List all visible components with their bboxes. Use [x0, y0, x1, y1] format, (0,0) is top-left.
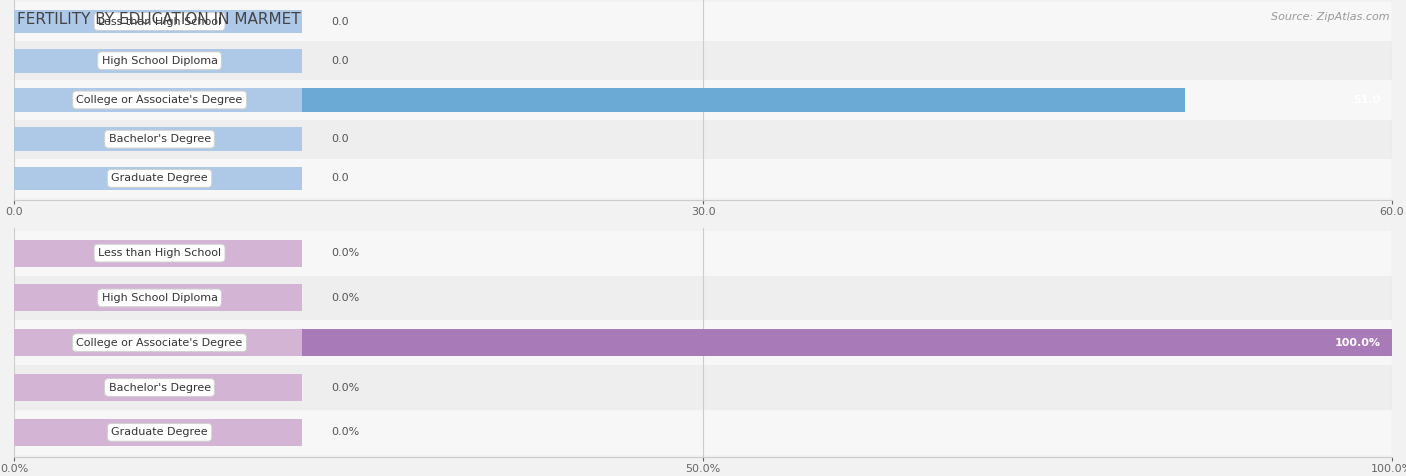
Text: 0.0: 0.0 — [330, 17, 349, 27]
Bar — [14, 410, 1392, 455]
Text: 0.0%: 0.0% — [330, 248, 359, 258]
Bar — [14, 329, 1392, 356]
Text: 51.0: 51.0 — [1354, 95, 1381, 105]
Text: FERTILITY BY EDUCATION IN MARMET: FERTILITY BY EDUCATION IN MARMET — [17, 12, 301, 27]
Bar — [14, 119, 1392, 159]
Bar — [14, 128, 302, 151]
Bar — [14, 419, 302, 446]
Bar — [14, 49, 302, 72]
Text: Bachelor's Degree: Bachelor's Degree — [108, 383, 211, 393]
Bar — [14, 167, 302, 190]
Bar — [14, 320, 1392, 365]
Text: Less than High School: Less than High School — [98, 17, 221, 27]
Text: High School Diploma: High School Diploma — [101, 56, 218, 66]
Text: College or Associate's Degree: College or Associate's Degree — [76, 337, 243, 348]
Bar — [14, 285, 302, 311]
Text: High School Diploma: High School Diploma — [101, 293, 218, 303]
Text: Source: ZipAtlas.com: Source: ZipAtlas.com — [1271, 12, 1389, 22]
Bar — [14, 80, 1392, 119]
Bar — [14, 88, 302, 112]
Bar — [14, 10, 302, 33]
Bar — [14, 2, 1392, 41]
Text: Graduate Degree: Graduate Degree — [111, 173, 208, 183]
Text: 0.0: 0.0 — [330, 173, 349, 183]
Text: Less than High School: Less than High School — [98, 248, 221, 258]
Text: 100.0%: 100.0% — [1334, 337, 1381, 348]
Bar — [14, 41, 1392, 80]
Bar — [14, 329, 302, 356]
Bar — [14, 231, 1392, 276]
Bar — [14, 374, 302, 401]
Bar — [14, 276, 1392, 320]
Bar — [14, 240, 302, 267]
Text: 0.0%: 0.0% — [330, 293, 359, 303]
Bar — [14, 365, 1392, 410]
Bar — [14, 159, 1392, 198]
Text: College or Associate's Degree: College or Associate's Degree — [76, 95, 243, 105]
Text: Graduate Degree: Graduate Degree — [111, 427, 208, 437]
Text: Bachelor's Degree: Bachelor's Degree — [108, 134, 211, 144]
Text: 0.0%: 0.0% — [330, 383, 359, 393]
Bar — [14, 88, 1185, 112]
Text: 0.0: 0.0 — [330, 56, 349, 66]
Text: 0.0%: 0.0% — [330, 427, 359, 437]
Text: 0.0: 0.0 — [330, 134, 349, 144]
